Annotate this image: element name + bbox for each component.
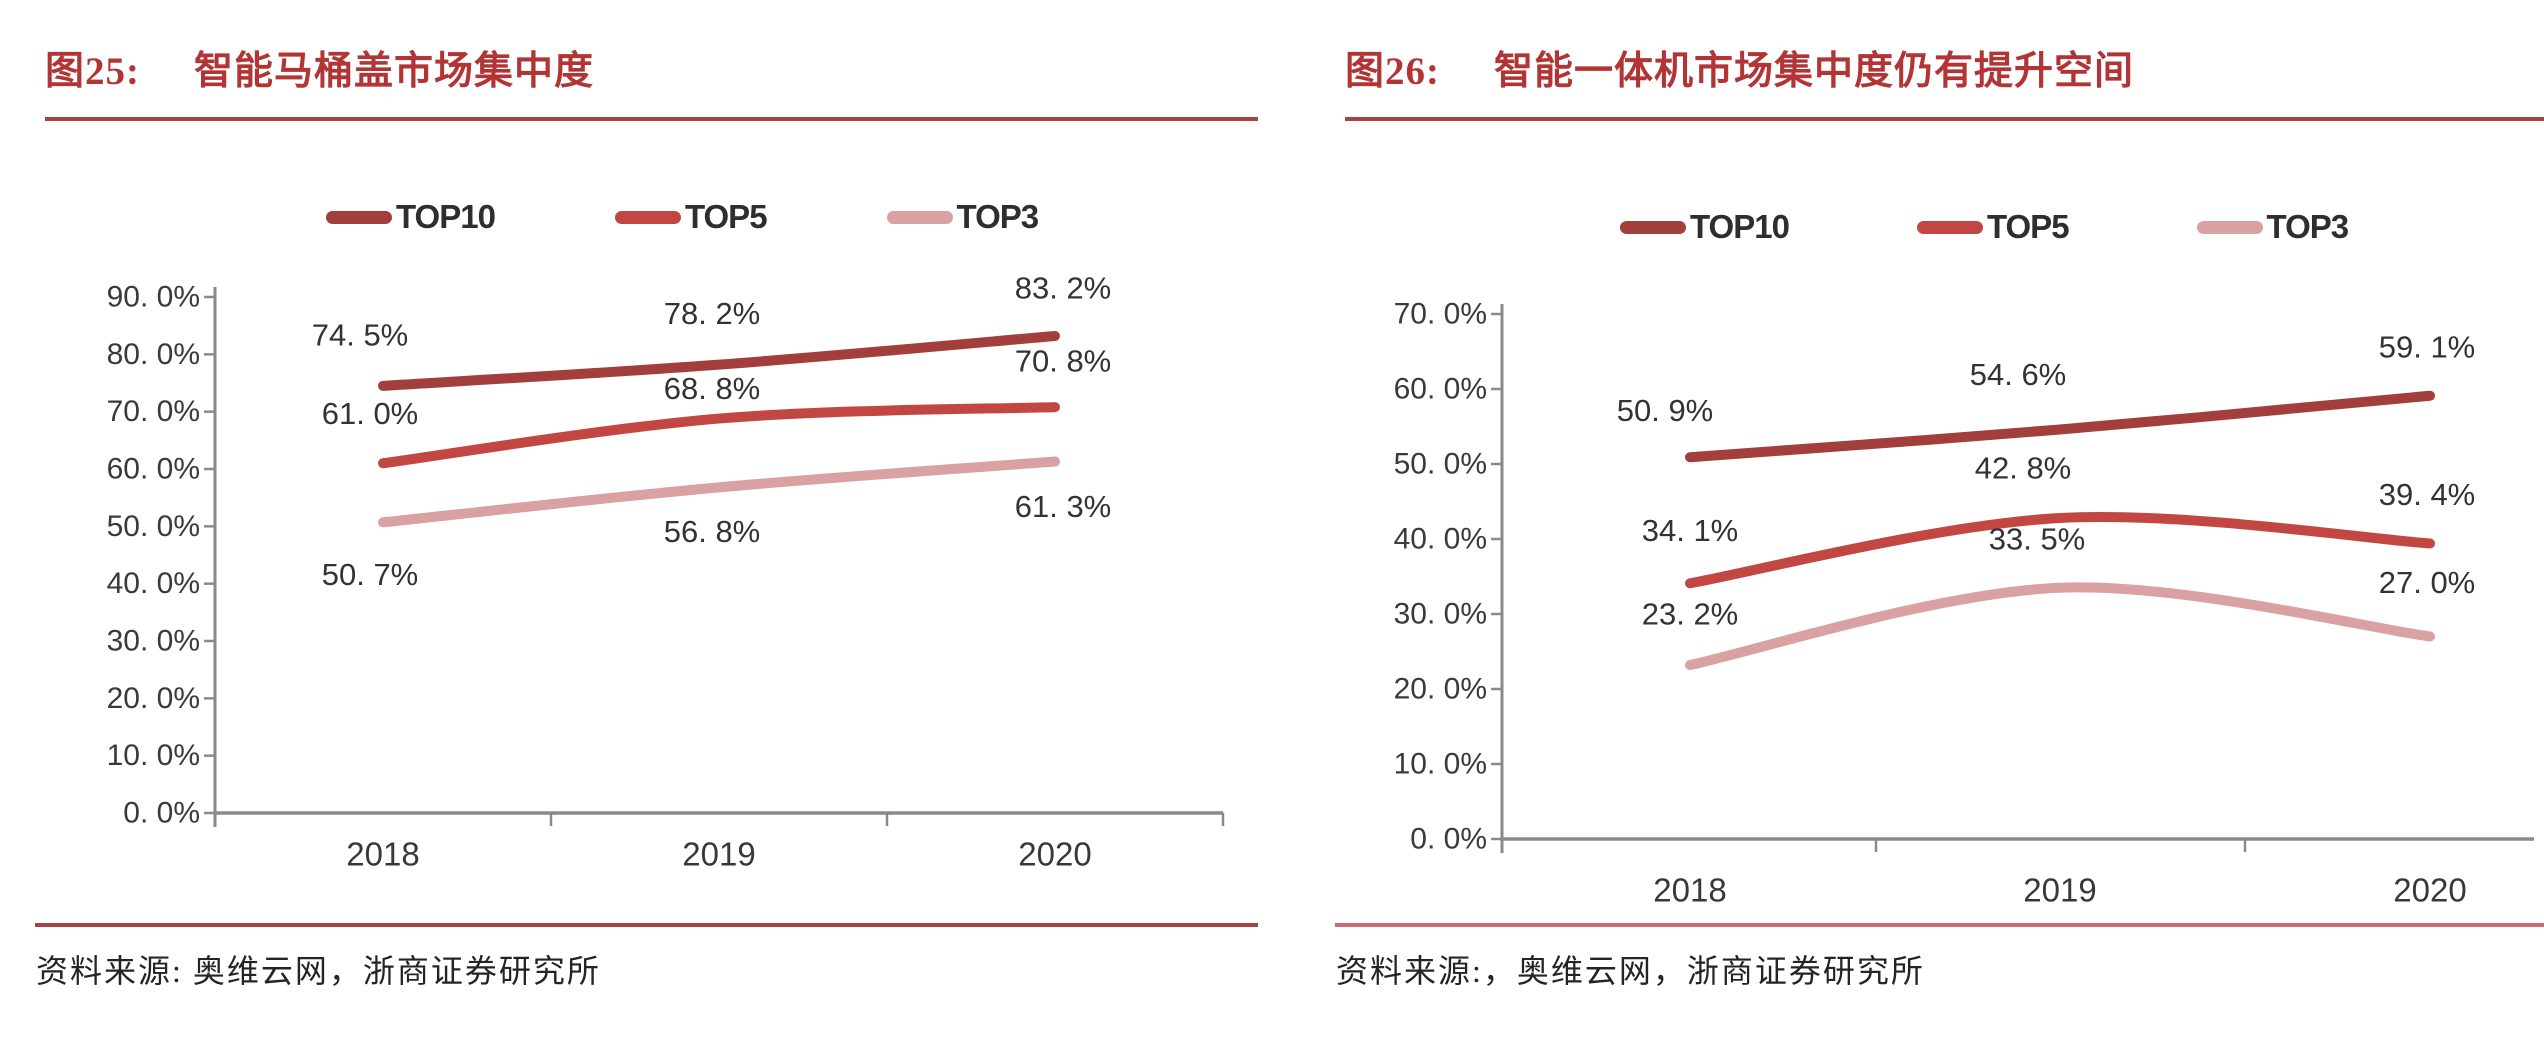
data-label-top3: 50. 7% — [322, 557, 419, 592]
figure-25-source-note: 资料来源: 奥维云网，浙商证券研究所 — [36, 946, 601, 992]
data-label-top10: 74. 5% — [312, 317, 409, 352]
legend-line-swatch — [886, 210, 953, 224]
series-line-top10 — [378, 330, 1060, 391]
x-axis-label: 2018 — [1653, 872, 1726, 909]
legend-item-top5: TOP5 — [614, 198, 768, 236]
legend-item-top10: TOP10 — [326, 198, 496, 236]
legend-item-top3: TOP3 — [886, 198, 1040, 236]
y-axis-tick-label: 0. 0% — [123, 797, 200, 830]
figure-25-title-text: 智能马桶盖市场集中度 — [194, 50, 595, 93]
series-line-top3 — [378, 456, 1060, 528]
data-label-top3: 33. 5% — [1989, 521, 2086, 556]
source-text: 资料来源:，奥维云网，浙商证券研究所 — [1336, 953, 1925, 989]
figure-26-title-underline — [1345, 117, 2544, 121]
y-axis-tick-label: 50. 0% — [107, 510, 200, 543]
data-label-top10: 50. 9% — [1617, 393, 1714, 428]
y-axis-tick-label: 70. 0% — [107, 395, 200, 428]
y-axis-tick-label: 60. 0% — [1394, 373, 1487, 406]
data-label-top5: 39. 4% — [2379, 477, 2476, 512]
legend-label: TOP5 — [684, 198, 768, 235]
figure-26-legend: TOP10 TOP5 TOP3 — [1620, 208, 2350, 246]
figure-26-title-text: 智能一体机市场集中度仍有提升空间 — [1494, 50, 2135, 93]
legend-line-swatch — [2196, 220, 2263, 234]
y-axis-tick-label: 20. 0% — [1394, 673, 1487, 706]
legend-line-swatch — [614, 210, 681, 224]
legend-line-swatch — [326, 210, 392, 224]
data-label-top3: 61. 3% — [1015, 489, 1112, 524]
x-axis-label: 2020 — [1018, 836, 1091, 873]
legend-label: TOP5 — [1986, 208, 2070, 245]
data-label-top10: 59. 1% — [2379, 329, 2476, 364]
x-axis-label: 2019 — [2023, 872, 2096, 909]
legend-label: TOP10 — [396, 198, 496, 235]
x-axis-label: 2018 — [346, 836, 419, 873]
x-axis-label: 2019 — [682, 836, 755, 873]
legend-line-swatch — [1620, 220, 1686, 234]
series-line-top10 — [1685, 390, 2435, 463]
chart-1: 0. 0% 10. 0% 20. 0% 30. 0% 40. 0% 50. 0% 60. 0… — [1394, 298, 2534, 909]
y-axis-tick-label: 20. 0% — [107, 682, 200, 715]
legend-item-top3: TOP3 — [2196, 208, 2350, 246]
data-label-top3: 27. 0% — [2379, 565, 2476, 600]
legend-label: TOP3 — [956, 198, 1040, 235]
legend-label: TOP10 — [1690, 208, 1790, 245]
y-axis-tick-label: 40. 0% — [107, 567, 200, 600]
data-label-top5: 34. 1% — [1642, 513, 1739, 548]
figure-26-title: 图26: 智能一体机市场集中度仍有提升空间 — [1345, 40, 2134, 96]
y-axis-tick-label: 50. 0% — [1394, 448, 1487, 481]
figure-26-bottom-rule — [1335, 923, 2544, 927]
y-axis-tick-label: 60. 0% — [107, 453, 200, 486]
figure-26-label: 图26: — [1345, 50, 1440, 93]
y-axis-tick-label: 70. 0% — [1394, 298, 1487, 331]
data-label-top10: 78. 2% — [664, 296, 761, 331]
y-axis-tick-label: 30. 0% — [107, 625, 200, 658]
legend-label: TOP3 — [2266, 208, 2350, 245]
data-label-top5: 70. 8% — [1015, 344, 1112, 379]
source-text: 资料来源: 奥维云网，浙商证券研究所 — [36, 953, 601, 989]
y-axis-tick-label: 40. 0% — [1394, 523, 1487, 556]
figure-26-source-note: 资料来源:，奥维云网，浙商证券研究所 — [1336, 946, 1925, 992]
chart-0: 0. 0% 10. 0% 20. 0% 30. 0% 40. 0% 50. 0% 60. 0… — [107, 270, 1225, 873]
figure-25-bottom-rule — [35, 923, 1258, 927]
y-axis-tick-label: 30. 0% — [1394, 598, 1487, 631]
legend-item-top10: TOP10 — [1620, 208, 1790, 246]
data-label-top3: 23. 2% — [1642, 597, 1739, 632]
y-axis-tick-label: 10. 0% — [107, 739, 200, 772]
legend-line-swatch — [1916, 220, 1983, 234]
x-axis-label: 2020 — [2393, 872, 2466, 909]
series-line-top3 — [1685, 582, 2435, 670]
series-line-top5 — [378, 402, 1060, 469]
figure-25-legend: TOP10 TOP5 TOP3 — [326, 198, 1040, 236]
data-label-top3: 56. 8% — [664, 514, 761, 549]
data-label-top10: 83. 2% — [1015, 270, 1112, 305]
series-line-top5 — [1685, 511, 2435, 589]
figure-25-title-underline — [45, 117, 1258, 121]
figure-25-label: 图25: — [45, 50, 140, 93]
y-axis-tick-label: 90. 0% — [107, 281, 200, 314]
legend-item-top5: TOP5 — [1916, 208, 2070, 246]
data-label-top5: 68. 8% — [664, 371, 761, 406]
data-label-top5: 61. 0% — [322, 396, 419, 431]
data-label-top5: 42. 8% — [1975, 451, 2072, 486]
y-axis-tick-label: 10. 0% — [1394, 748, 1487, 781]
y-axis-tick-label: 80. 0% — [107, 338, 200, 371]
data-label-top10: 54. 6% — [1970, 357, 2067, 392]
y-axis-tick-label: 0. 0% — [1410, 823, 1487, 856]
figure-25-title: 图25: 智能马桶盖市场集中度 — [45, 40, 594, 96]
